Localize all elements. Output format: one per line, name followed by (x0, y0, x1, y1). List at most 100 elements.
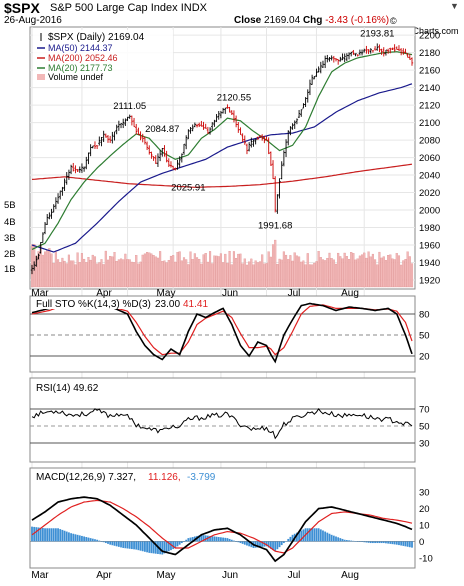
volume-bar (191, 259, 194, 288)
volume-bar (252, 264, 255, 288)
macd-histogram-bar (269, 541, 272, 549)
volume-bar (300, 261, 303, 288)
volume-bar (109, 256, 112, 288)
volume-bar (59, 262, 62, 288)
macd-histogram-bar (302, 529, 305, 542)
price-x-tick-label: Jun (222, 288, 238, 299)
volume-bar (232, 251, 235, 288)
macd-histogram-bar (37, 527, 40, 542)
macd-histogram-bar (74, 534, 77, 542)
macd-histogram-bar (200, 534, 203, 542)
volume-bar (261, 254, 264, 288)
macd-histogram-bar (128, 541, 131, 549)
volume-bar (54, 251, 57, 288)
price-annotations: 2111.05 2084.87 2120.55 2025.91 1991.68 2193.… (113, 29, 394, 232)
volume-bar (80, 253, 83, 288)
volume-bar (204, 253, 207, 288)
macd-histogram-bar (226, 538, 229, 542)
rsi-tick-label: 70 (419, 405, 430, 416)
price-annotation: 2084.87 (145, 124, 179, 135)
price-tick-label: 2060 (419, 153, 440, 164)
volume-bar (400, 264, 403, 288)
volume-bar (384, 260, 387, 288)
volume-bar (282, 251, 285, 288)
volume-bar (206, 261, 209, 288)
macd-histogram-bar (85, 537, 88, 542)
volume-bar (135, 255, 138, 288)
volume-bar (41, 254, 44, 288)
price-annotation: 2111.05 (113, 101, 146, 112)
macd-histogram-bar (408, 541, 411, 548)
price-tick-label: 2020 (419, 188, 440, 199)
macd-histogram-bar (385, 541, 387, 544)
volume-bar (371, 253, 374, 288)
ticker-symbol: $SPX (4, 0, 40, 16)
price-x-tick-label: Jul (288, 288, 301, 299)
volume-bar (295, 255, 298, 288)
volume-bar (163, 260, 166, 288)
volume-bar (211, 263, 214, 288)
macd-histogram-bar (87, 537, 90, 542)
chart-date: 26-Aug-2016 (4, 15, 62, 26)
macd-histogram-bar (402, 541, 405, 546)
macd-histogram-bar (94, 539, 96, 542)
sto-legend-background (33, 298, 203, 309)
volume-bar (241, 263, 244, 288)
macd-legend-hist: -3.799 (187, 472, 216, 483)
macd-histogram-bar (243, 541, 246, 545)
macd-histogram-bar (274, 541, 277, 552)
legend-ma200: MA(200) 2052.46 (48, 53, 118, 63)
index-name-text: S&P 500 Large Cap Index (50, 2, 178, 14)
volume-bar (172, 255, 175, 288)
macd-histogram-bar (33, 526, 36, 542)
rsi-line (31, 408, 413, 440)
rsi-tick-label: 50 (419, 422, 430, 433)
volume-bar (306, 253, 309, 288)
macd-histogram-bar (246, 541, 248, 546)
volume-bar (176, 252, 179, 288)
volume-bar (100, 259, 103, 288)
macd-histogram-bar (328, 533, 331, 542)
macd-legend-main: MACD(12,26,9) 7.327, (36, 472, 136, 483)
macd-histogram-bar (117, 541, 120, 547)
price-tick-label: 1960 (419, 241, 440, 252)
volume-bar (178, 251, 181, 288)
macd-histogram-bar (89, 538, 92, 542)
volume-bar (321, 259, 325, 288)
macd-histogram-bar (372, 541, 374, 544)
macd-histogram-bar (91, 538, 94, 542)
exchange-label: INDX (180, 2, 207, 14)
macd-histogram-bar (306, 528, 309, 542)
macd-histogram-bar (300, 530, 303, 542)
macd-histogram-bar (217, 537, 220, 542)
volume-bar (124, 253, 127, 288)
volume-bar (339, 256, 342, 288)
macd-histogram-bar (335, 536, 337, 542)
volume-tick-label: 4B (4, 217, 16, 228)
macd-histogram-bar (126, 541, 129, 549)
volume-bar (217, 256, 220, 288)
macd-histogram-bar (282, 541, 285, 544)
macd-histogram-bar (122, 541, 125, 548)
price-y-axis: 1920 1940 1960 1980 2000 2020 2040 2060 2080 2100… (419, 31, 440, 287)
macd-histogram-bar (154, 541, 157, 554)
volume-bar (330, 258, 333, 288)
volume-bar (365, 257, 368, 288)
macd-histogram-bar (367, 541, 370, 543)
index-name: S&P 500 Large Cap Index INDX (50, 2, 207, 14)
volume-bar (276, 264, 279, 288)
volume-bar (93, 256, 97, 288)
macd-histogram-bar (215, 536, 218, 542)
macd-histogram-bar (52, 528, 55, 542)
macd-histogram-bar (406, 541, 409, 547)
macd-histogram-bar (387, 541, 390, 544)
macd-tick-label: 20 (419, 504, 430, 515)
macd-histogram-bar (309, 528, 311, 542)
macd-histogram-bar (224, 537, 227, 542)
menu-triangle-icon[interactable]: ▼ (450, 1, 459, 11)
macd-histogram-bar (256, 541, 259, 548)
macd-histogram-bar (296, 532, 298, 542)
macd-histogram-bar (68, 532, 70, 542)
macd-histogram-bar (358, 541, 361, 542)
macd-histogram-bar (172, 541, 175, 550)
